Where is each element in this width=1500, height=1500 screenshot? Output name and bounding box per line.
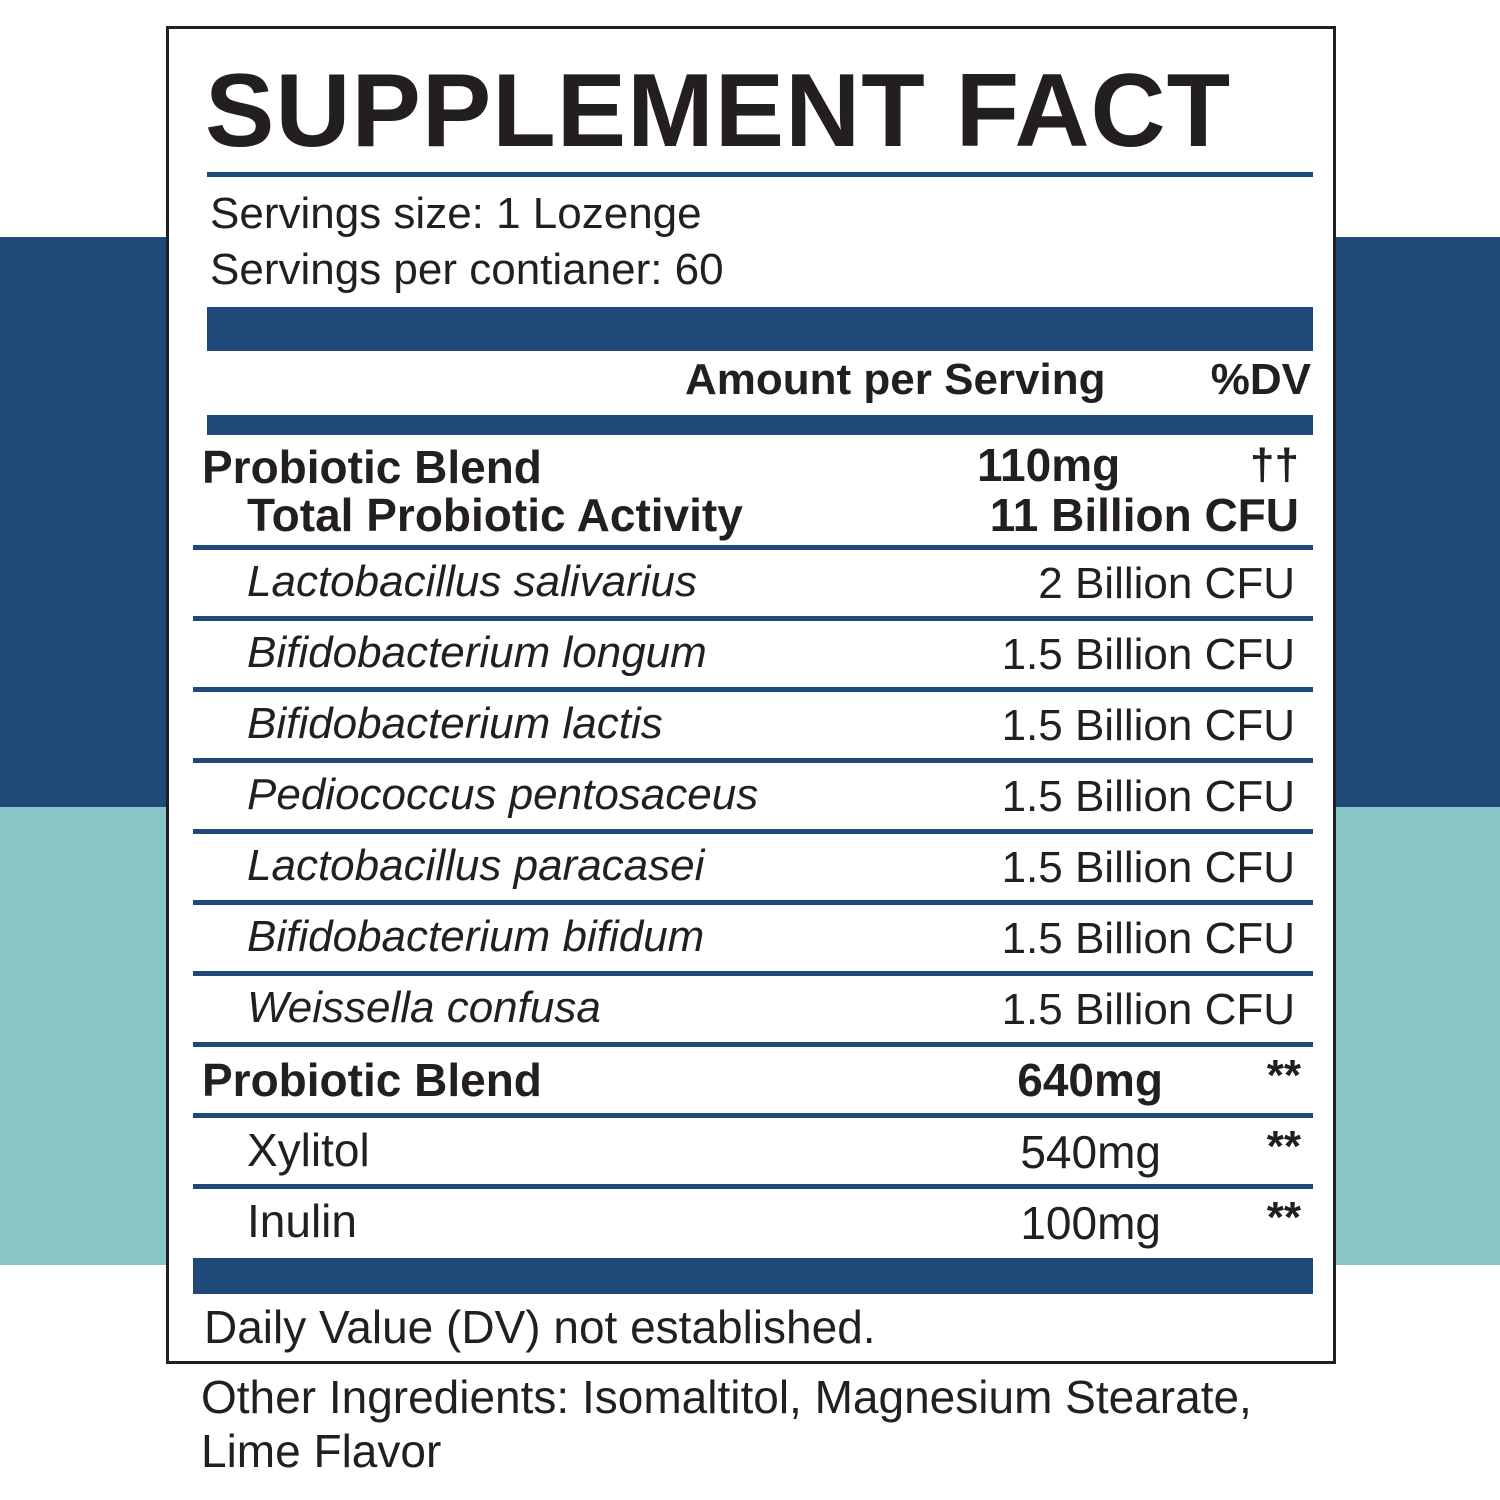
header-dv: %DV xyxy=(1210,355,1311,404)
blend1-dv: †† xyxy=(1250,440,1299,489)
divider xyxy=(207,415,1313,435)
row-divider xyxy=(193,1113,1313,1118)
servings-per-container: Servings per contianer: 60 xyxy=(210,245,724,294)
blend1-sub-name: Total Probiotic Activity xyxy=(247,489,743,541)
row-divider xyxy=(193,687,1313,692)
dv-footnote: Daily Value (DV) not established. xyxy=(204,1301,876,1353)
blend1-amount: 110mg xyxy=(977,439,1121,491)
ingredient-dv: ** xyxy=(1266,1193,1301,1242)
strain-name: Weissella confusa xyxy=(247,983,601,1032)
row-divider xyxy=(193,616,1313,621)
ingredient-amount: 100mg xyxy=(1020,1197,1161,1249)
strain-name: Bifidobacterium longum xyxy=(247,628,707,677)
ingredient-name: Xylitol xyxy=(247,1124,370,1176)
strain-name: Lactobacillus paracasei xyxy=(247,841,705,890)
blend1-name: Probiotic Blend xyxy=(202,441,542,493)
row-divider xyxy=(193,829,1313,834)
header-amount-per-serving: Amount per Serving xyxy=(685,355,1106,404)
row-divider xyxy=(193,545,1313,550)
blend2-name: Probiotic Blend xyxy=(202,1054,542,1106)
strain-amount: 1.5 Billion CFU xyxy=(1001,914,1295,963)
other-ingredients: Other Ingredients: Isomaltitol, Magnesiu… xyxy=(201,1371,1252,1477)
strain-amount: 1.5 Billion CFU xyxy=(1001,843,1295,892)
ingredient-amount: 540mg xyxy=(1020,1126,1161,1178)
strain-name: Bifidobacterium lactis xyxy=(247,699,663,748)
row-divider xyxy=(193,900,1313,905)
strain-amount: 1.5 Billion CFU xyxy=(1001,630,1295,679)
divider xyxy=(207,172,1313,177)
strain-name: Lactobacillus salivarius xyxy=(247,557,697,606)
strain-amount: 1.5 Billion CFU xyxy=(1001,772,1295,821)
supplement-facts-panel: SUPPLEMENT FACT Servings size: 1 Lozenge… xyxy=(166,26,1336,1364)
ingredient-dv: ** xyxy=(1266,1122,1301,1171)
ingredient-name: Inulin xyxy=(247,1195,357,1247)
row-divider xyxy=(193,758,1313,763)
strain-amount: 1.5 Billion CFU xyxy=(1001,985,1295,1034)
thick-divider xyxy=(193,1258,1313,1294)
blend2-dv: ** xyxy=(1266,1051,1301,1100)
row-divider xyxy=(193,1042,1313,1047)
thick-divider xyxy=(207,307,1313,351)
strain-amount: 1.5 Billion CFU xyxy=(1001,701,1295,750)
strain-name: Pediococcus pentosaceus xyxy=(247,770,759,819)
blend1-sub-amount: 11 Billion CFU xyxy=(989,489,1299,541)
strain-name: Bifidobacterium bifidum xyxy=(247,912,705,961)
row-divider xyxy=(193,1184,1313,1189)
serving-size: Servings size: 1 Lozenge xyxy=(210,189,702,238)
blend2-amount: 640mg xyxy=(1017,1054,1163,1106)
label-title: SUPPLEMENT FACT xyxy=(205,53,1232,169)
row-divider xyxy=(193,971,1313,976)
strain-amount: 2 Billion CFU xyxy=(1038,559,1295,608)
